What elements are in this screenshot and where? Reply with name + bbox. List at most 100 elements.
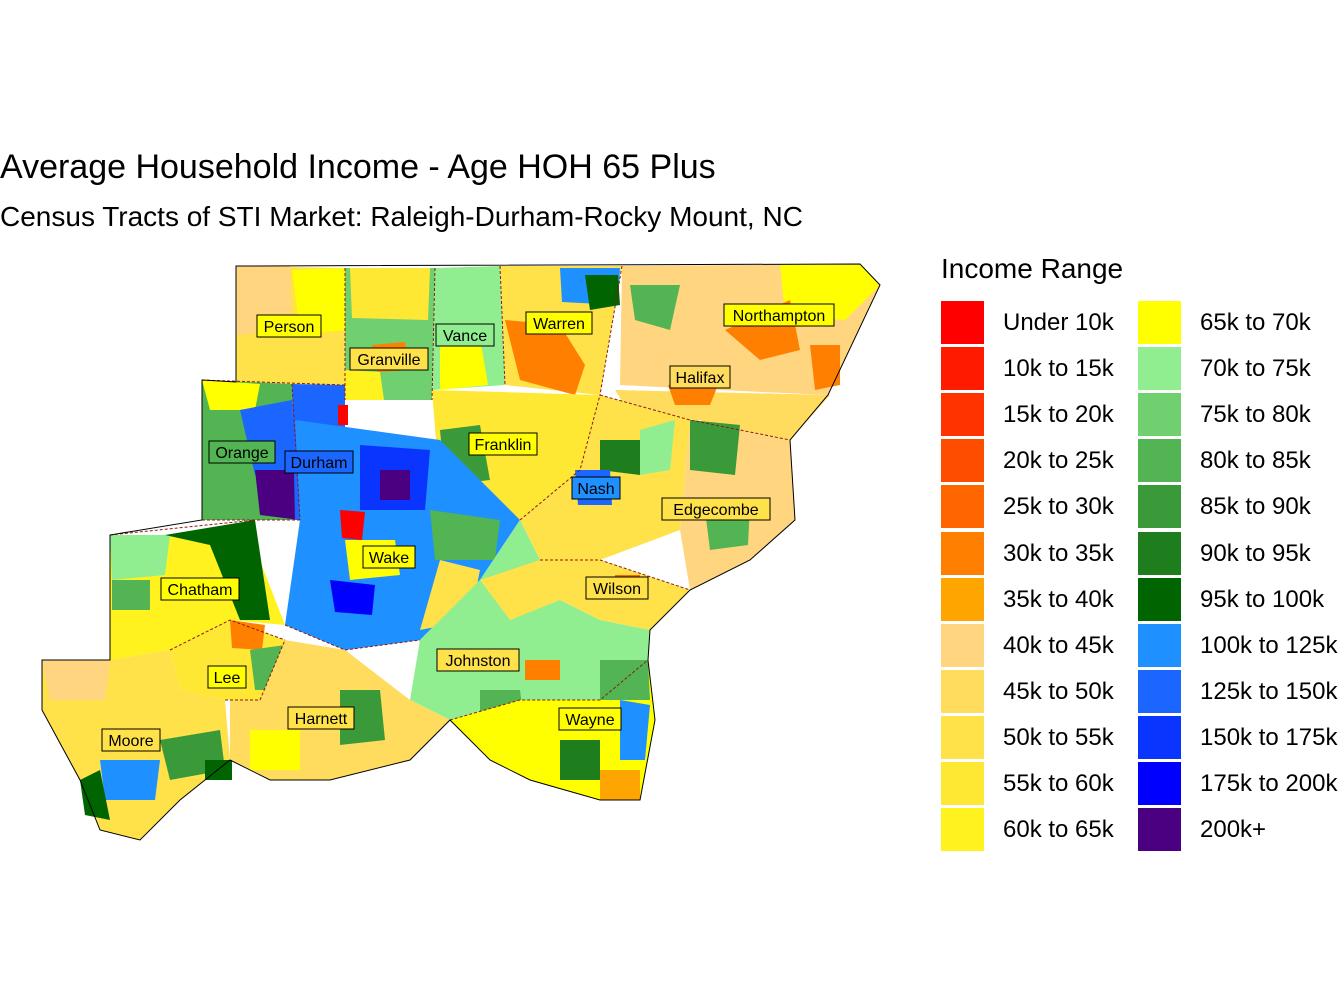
svg-text:Halifax: Halifax <box>676 370 725 387</box>
tract <box>380 470 410 500</box>
county-label-harnett: Harnett <box>287 706 355 730</box>
county-label-johnston: Johnston <box>436 648 520 672</box>
legend-label: 20k to 25k <box>1003 447 1114 475</box>
legend-swatch <box>1138 669 1181 713</box>
svg-text:Wake: Wake <box>369 550 409 567</box>
legend-swatch <box>941 715 984 759</box>
svg-text:Chatham: Chatham <box>168 582 233 599</box>
svg-text:Lee: Lee <box>214 670 241 687</box>
tract <box>165 520 270 620</box>
legend-swatch <box>1138 301 1181 344</box>
tract <box>480 560 560 620</box>
county-wayne-area <box>450 660 655 800</box>
tract <box>690 420 740 475</box>
tract <box>202 380 260 410</box>
county-label-durham: Durham <box>284 450 354 474</box>
svg-text:Orange: Orange <box>215 445 268 462</box>
legend-label: 60k to 65k <box>1003 816 1114 844</box>
tract <box>250 730 300 770</box>
tract <box>110 535 170 580</box>
map-subtitle: Census Tracts of STI Market: Raleigh-Dur… <box>0 201 803 232</box>
legend-label: 125k to 150k <box>1200 677 1338 705</box>
svg-text:Vance: Vance <box>443 328 487 345</box>
county-label-warren: Warren <box>525 311 593 335</box>
tract <box>430 510 500 560</box>
legend-swatch <box>1138 485 1181 529</box>
tract <box>525 660 560 680</box>
legend-swatch <box>1138 715 1181 759</box>
svg-text:Moore: Moore <box>108 733 153 750</box>
county-label-chatham: Chatham <box>160 577 240 601</box>
legend-swatch <box>941 347 984 391</box>
tract <box>600 770 640 800</box>
legend-label: 15k to 20k <box>1003 401 1114 429</box>
legend-swatch <box>1138 439 1181 483</box>
tract <box>340 690 385 745</box>
legend-swatch <box>1138 808 1181 852</box>
map-title: Average Household Income - Age HOH 65 Pl… <box>0 148 716 186</box>
legend-label: 70k to 75k <box>1200 355 1311 383</box>
tract <box>560 740 600 780</box>
legend-label: 55k to 60k <box>1003 770 1114 797</box>
tract <box>42 660 110 700</box>
legend-swatch <box>1138 577 1181 621</box>
legend-swatch <box>941 623 984 667</box>
svg-text:Warren: Warren <box>533 316 585 333</box>
county-label-edgecombe: Edgecombe <box>661 497 771 521</box>
tract <box>330 580 375 615</box>
legend-swatch <box>1138 347 1181 391</box>
county-label-wilson: Wilson <box>585 576 649 600</box>
county-label-moore: Moore <box>101 728 161 752</box>
svg-text:Franklin: Franklin <box>475 437 532 454</box>
legend-label: 65k to 70k <box>1200 309 1311 336</box>
tract <box>630 285 680 330</box>
county-label-franklin: Franklin <box>468 432 538 456</box>
tract <box>80 770 110 820</box>
tract <box>340 510 365 540</box>
county-label-northampton: Northampton <box>723 303 835 327</box>
legend-title: Income Range <box>941 253 1124 284</box>
county-label-orange: Orange <box>208 440 276 464</box>
county-label-vance: Vance <box>435 323 495 347</box>
tract <box>505 320 585 395</box>
legend-label: 35k to 40k <box>1003 585 1114 613</box>
svg-text:Northampton: Northampton <box>733 308 826 325</box>
county-label-halifax: Halifax <box>669 365 731 389</box>
tract-map: Person Granville Vance Warren Northampto… <box>41 263 881 841</box>
county-label-wake: Wake <box>362 545 416 569</box>
legend-label: 40k to 45k <box>1003 631 1114 659</box>
legend-swatch <box>941 762 984 805</box>
svg-text:Durham: Durham <box>291 455 348 472</box>
tract <box>640 420 675 475</box>
legend-label: 25k to 30k <box>1003 493 1114 521</box>
tract <box>440 338 488 390</box>
legend-swatch <box>941 301 984 344</box>
legend-swatch <box>941 439 984 483</box>
legend-label: 150k to 175k <box>1200 723 1338 751</box>
legend-label: 200k+ <box>1200 816 1267 844</box>
svg-text:Wayne: Wayne <box>565 712 614 729</box>
svg-text:Edgecombe: Edgecombe <box>673 502 758 519</box>
county-label-lee: Lee <box>207 665 247 689</box>
tract <box>600 660 650 700</box>
legend-label: 100k to 125k <box>1200 631 1338 659</box>
tract <box>112 580 150 610</box>
svg-text:Johnston: Johnston <box>446 653 511 670</box>
legend-label: Under 10k <box>1003 309 1114 336</box>
legend-label: 75k to 80k <box>1200 401 1311 429</box>
svg-text:Person: Person <box>264 319 315 336</box>
legend-swatch <box>941 808 984 852</box>
tract <box>345 370 384 400</box>
tract <box>600 440 640 475</box>
tract <box>585 275 620 310</box>
legend-swatch <box>941 577 984 621</box>
svg-text:Wilson: Wilson <box>593 581 641 598</box>
legend-label: 80k to 85k <box>1200 447 1311 475</box>
legend-label: 30k to 35k <box>1003 539 1114 567</box>
tract <box>100 760 160 800</box>
tract <box>810 345 840 390</box>
tract <box>338 405 348 425</box>
legend-swatch <box>941 485 984 529</box>
svg-text:Granville: Granville <box>357 352 420 369</box>
legend-label: 175k to 200k <box>1200 770 1338 797</box>
